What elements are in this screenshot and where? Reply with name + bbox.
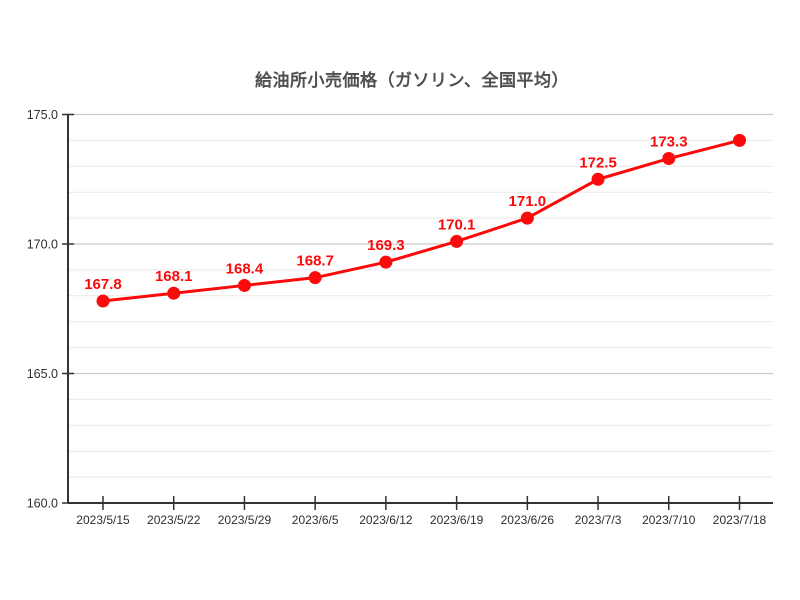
data-point-marker	[591, 172, 605, 186]
x-axis-tick-label: 2023/6/19	[430, 513, 484, 527]
x-axis-tick-label: 2023/6/26	[501, 513, 555, 527]
chart-title: 給油所小売価格（ガソリン、全国平均）	[255, 71, 569, 90]
data-point-marker	[167, 286, 181, 300]
data-point-label: 168.4	[226, 260, 264, 277]
x-axis-tick-label: 2023/7/3	[575, 513, 622, 527]
x-axis-tick-label: 2023/5/29	[218, 513, 272, 527]
data-point-marker	[662, 152, 676, 166]
x-axis-tick-label: 2023/6/12	[359, 513, 413, 527]
y-axis-tick-label: 175.0	[27, 108, 58, 122]
data-point-marker	[733, 133, 746, 147]
y-axis-tick-label: 160.0	[27, 497, 58, 511]
x-axis-tick-label: 2023/5/22	[147, 513, 201, 527]
x-axis-tick-label: 2023/5/15	[76, 513, 130, 527]
data-point-marker	[450, 234, 464, 248]
data-point-marker	[520, 211, 534, 225]
data-point-label: 168.7	[296, 253, 334, 270]
y-axis-tick-label: 165.0	[27, 367, 58, 381]
data-point-marker	[308, 271, 322, 285]
series-line	[101, 138, 741, 303]
data-point-label: 168.1	[155, 268, 193, 285]
data-point-label: 171.0	[509, 193, 547, 210]
data-point-marker	[237, 278, 251, 292]
data-point-label: 167.8	[84, 276, 122, 293]
data-point-label: 170.1	[438, 216, 476, 233]
x-axis-tick-label: 2023/7/18	[713, 513, 767, 527]
y-axis-tick-label: 170.0	[27, 238, 58, 252]
data-point-marker	[379, 255, 393, 269]
x-axis-tick-label: 2023/6/5	[292, 513, 339, 527]
data-point-label: 169.3	[367, 237, 405, 254]
data-point-label: 172.5	[579, 154, 617, 171]
data-point-marker	[96, 294, 110, 308]
data-point-label: 173.3	[650, 134, 688, 151]
x-axis-tick-label: 2023/7/10	[642, 513, 696, 527]
